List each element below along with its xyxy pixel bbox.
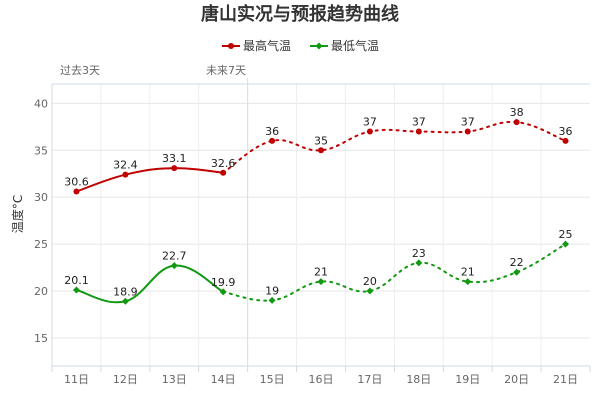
high-temp-data-label: 33.1 <box>162 152 187 165</box>
high-temp-point <box>415 128 422 135</box>
low-temp-data-label: 20 <box>363 275 377 288</box>
low-temp-data-label: 19.9 <box>211 276 236 289</box>
low-temp-point <box>72 286 80 294</box>
axes: 15 20 25 30 35 40 11日 12日 13日 14日 15日 16日 17日 18日 19日 2… <box>34 83 591 386</box>
x-tick-label: 17日 <box>357 373 382 386</box>
high-temp-data-label: 37 <box>412 116 426 129</box>
low-temp-data-label: 19 <box>265 284 279 297</box>
y-axis-title: 温度°C <box>10 195 25 233</box>
future-period-label: 未来7天 <box>206 64 246 77</box>
x-tick-label: 13日 <box>162 373 187 386</box>
y-tick-label: 25 <box>34 238 48 251</box>
high-temp-point <box>318 147 324 154</box>
low-temp-point <box>317 278 325 286</box>
high-temp-point <box>73 188 80 195</box>
y-tick-label: 15 <box>34 332 48 345</box>
legend[interactable]: 最高气温 最低气温 <box>222 38 379 53</box>
high-temp-data-label: 37 <box>461 116 475 129</box>
high-temp-point <box>171 165 178 172</box>
low-temp-data-label: 21 <box>314 266 328 279</box>
x-tick-label: 11日 <box>64 373 89 386</box>
low-temp-point <box>562 240 570 248</box>
x-tick-label: 21日 <box>553 373 578 386</box>
low-temp-point <box>268 296 276 304</box>
legend-high-marker <box>228 43 234 49</box>
x-tick-label: 19日 <box>455 373 480 386</box>
high-temp-data-label: 32.4 <box>113 159 138 172</box>
high-temp-point <box>122 171 129 178</box>
low-temp-point <box>464 278 472 286</box>
high-temp-point <box>366 128 373 135</box>
x-tick-label: 12日 <box>113 373 138 386</box>
x-tick-label: 15日 <box>260 373 285 386</box>
low-temp-point <box>366 287 374 295</box>
high-temp-data-label: 30.6 <box>64 176 89 189</box>
series-high-forecast-line <box>222 120 567 174</box>
low-temp-point <box>170 262 178 270</box>
low-temp-data-label: 23 <box>412 247 426 260</box>
high-temp-point <box>464 128 471 135</box>
series-low-forecast-line <box>222 243 567 302</box>
high-temp-data-label: 36 <box>265 125 279 138</box>
x-tick-label: 14日 <box>211 373 236 386</box>
y-tick-label: 20 <box>34 285 48 298</box>
y-tick-label: 30 <box>34 191 48 204</box>
high-temp-data-label: 32.6 <box>211 157 236 170</box>
x-tick-label: 20日 <box>504 373 529 386</box>
low-temp-data-label: 20.1 <box>64 274 89 287</box>
low-temp-data-label: 18.9 <box>113 285 138 298</box>
past-period-label: 过去3天 <box>60 64 100 77</box>
y-tick-label: 40 <box>34 97 48 110</box>
chart-title: 唐山实况与预报趋势曲线 <box>201 3 399 25</box>
low-temp-point <box>513 268 521 276</box>
high-temp-data-label: 35 <box>314 134 328 147</box>
data-labels: 30.6 32.4 33.1 32.6 36 35 37 37 37 38 36 20.1 18.9 22… <box>64 106 572 298</box>
high-temp-data-label: 37 <box>363 116 377 129</box>
series <box>72 119 570 305</box>
high-temp-data-label: 36 <box>559 125 573 138</box>
low-temp-data-label: 22 <box>510 256 524 269</box>
series-low-observed-line <box>76 264 224 304</box>
low-temp-point <box>415 259 423 267</box>
x-tick-label: 18日 <box>406 373 431 386</box>
legend-high-label: 最高气温 <box>243 38 291 53</box>
high-temp-point <box>562 137 569 144</box>
legend-item-low[interactable]: 最低气温 <box>310 38 379 53</box>
high-temp-point <box>513 119 520 126</box>
low-temp-data-label: 21 <box>461 266 475 279</box>
legend-low-marker <box>315 42 323 50</box>
low-temp-point <box>121 297 129 305</box>
high-temp-point <box>269 137 276 144</box>
low-temp-data-label: 22.7 <box>162 250 187 263</box>
low-temp-point <box>219 288 227 296</box>
y-tick-label: 35 <box>34 144 48 157</box>
high-temp-point <box>220 169 227 176</box>
legend-item-high[interactable]: 最高气温 <box>222 38 291 53</box>
high-temp-data-label: 38 <box>510 106 524 119</box>
x-tick-label: 16日 <box>309 373 334 386</box>
legend-low-label: 最低气温 <box>331 38 379 53</box>
low-temp-data-label: 25 <box>559 228 573 241</box>
series-high-observed-line <box>76 167 224 193</box>
grid <box>52 78 590 366</box>
